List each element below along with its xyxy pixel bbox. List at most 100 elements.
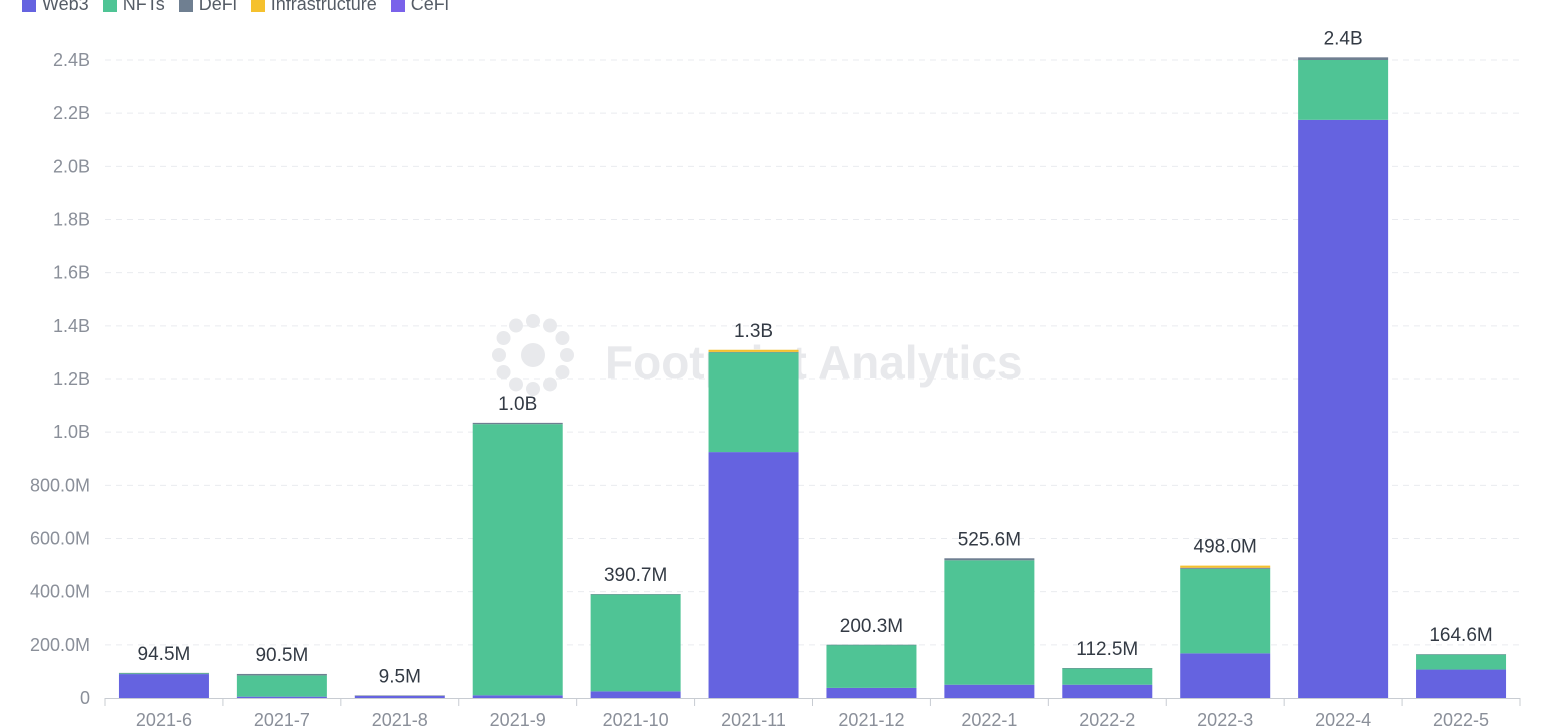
bar-total-label: 1.3B <box>734 321 773 342</box>
bar-segment-defi <box>472 422 563 425</box>
y-tick-label: 1.0B <box>53 422 90 442</box>
bar-segment-nfts <box>236 675 327 697</box>
legend-label: CeFi <box>410 0 449 14</box>
bar-segment-web3 <box>1298 119 1389 698</box>
bar-segment-defi <box>1298 57 1389 60</box>
x-tick-label: 2021-11 <box>721 710 786 726</box>
watermark-petal <box>560 348 574 362</box>
watermark-petal <box>492 348 506 362</box>
bar-segment-nfts <box>118 673 209 675</box>
legend-swatch <box>390 0 405 12</box>
y-tick-label: 0 <box>80 688 90 708</box>
x-tick-label: 2021-7 <box>254 710 310 726</box>
bar-total-label: 1.0B <box>498 394 537 415</box>
bar-segment-defi <box>590 594 681 595</box>
y-tick-label: 1.6B <box>53 263 90 283</box>
bar-segment-web3 <box>826 687 917 698</box>
y-tick-label: 200.0M <box>30 635 90 655</box>
bar-segment-infrastructure <box>1180 565 1271 568</box>
x-tick-label: 2022-3 <box>1197 710 1253 726</box>
bar-total-label: 200.3M <box>840 616 903 637</box>
y-tick-label: 1.2B <box>53 369 90 389</box>
bar-total-label: 2.4B <box>1324 28 1363 49</box>
watermark-petal <box>555 331 570 345</box>
bar-total-label: 90.5M <box>255 645 308 666</box>
watermark-petal <box>509 377 523 392</box>
bar-segment-web3 <box>472 695 563 698</box>
bar-segment-defi <box>1062 668 1153 669</box>
x-tick-label: 2021-8 <box>372 710 428 726</box>
x-tick-label: 2022-2 <box>1079 710 1135 726</box>
bar-segment-defi <box>708 351 799 353</box>
y-tick-label: 2.2B <box>53 103 90 123</box>
bar-total-label: 164.6M <box>1429 625 1492 646</box>
legend-label: Web3 <box>42 0 89 14</box>
legend-item-cefi[interactable]: CeFi <box>390 0 449 15</box>
x-tick-label: 2022-4 <box>1315 710 1371 726</box>
watermark-petal <box>543 318 557 333</box>
x-tick-label: 2021-9 <box>490 710 546 726</box>
legend-swatch <box>102 0 117 12</box>
bar-segment-web3 <box>1062 684 1153 698</box>
watermark-petal <box>526 314 540 328</box>
bar-segment-defi <box>826 644 917 646</box>
y-tick-label: 2.4B <box>53 50 90 70</box>
bar-segment-web3 <box>590 691 681 698</box>
x-tick-label: 2021-10 <box>603 710 669 726</box>
y-tick-label: 1.8B <box>53 210 90 230</box>
legend-item-web3[interactable]: Web3 <box>22 0 89 15</box>
bar-segment-nfts <box>708 352 799 453</box>
bar-segment-web3 <box>236 696 327 698</box>
legend-label: Infrastructure <box>270 0 377 14</box>
bar-segment-defi <box>944 558 1035 561</box>
legend-label: DeFi <box>198 0 237 14</box>
bar-segment-web3 <box>1416 669 1507 698</box>
bar-segment-nfts <box>944 560 1035 685</box>
bar-segment-nfts <box>1062 668 1153 685</box>
x-tick-label: 2022-1 <box>961 710 1017 726</box>
watermark-text: Footprint Analytics <box>605 336 1022 388</box>
bar-segment-defi <box>118 672 209 674</box>
bar-segment-web3 <box>354 695 445 698</box>
y-tick-label: 400.0M <box>30 582 90 602</box>
bar-segment-nfts <box>1298 60 1389 120</box>
y-tick-label: 2.0B <box>53 156 90 176</box>
bar-segment-nfts <box>472 424 563 696</box>
bar-segment-defi <box>1416 654 1507 655</box>
y-tick-label: 800.0M <box>30 475 90 495</box>
chart-legend: Web3 NFTs DeFi Infrastructure CeFi <box>22 0 449 15</box>
bar-segment-defi <box>236 673 327 676</box>
bar-segment-web3 <box>708 452 799 698</box>
y-tick-label: 600.0M <box>30 529 90 549</box>
bar-total-label: 525.6M <box>958 529 1021 550</box>
x-tick-label: 2021-12 <box>838 710 904 726</box>
legend-item-infrastructure[interactable]: Infrastructure <box>250 0 377 15</box>
y-tick-label: 1.4B <box>53 316 90 336</box>
legend-item-nfts[interactable]: NFTs <box>102 0 165 15</box>
x-tick-label: 2022-5 <box>1433 710 1489 726</box>
bar-segment-infrastructure <box>708 349 799 352</box>
bar-segment-nfts <box>826 644 917 688</box>
bar-total-label: 9.5M <box>379 666 421 687</box>
legend-swatch <box>250 0 265 12</box>
bar-segment-defi <box>1180 567 1271 569</box>
bar-total-label: 112.5M <box>1076 639 1138 660</box>
watermark-petal <box>543 377 557 392</box>
bar-segment-web3 <box>944 684 1035 698</box>
bar-segment-web3 <box>1180 653 1271 698</box>
x-tick-label: 2021-6 <box>136 710 192 726</box>
bar-segment-web3 <box>118 674 209 698</box>
bar-segment-defi <box>354 695 445 696</box>
watermark-petal <box>509 318 523 333</box>
watermark-logo-icon <box>521 343 545 367</box>
legend-swatch <box>22 0 36 12</box>
bar-segment-nfts <box>590 594 681 692</box>
bar-total-label: 390.7M <box>604 565 667 586</box>
watermark: Footprint Analytics <box>492 314 1022 396</box>
watermark-petal <box>496 331 511 345</box>
legend-label: NFTs <box>122 0 165 14</box>
bar-segment-nfts <box>1416 654 1507 670</box>
legend-item-defi[interactable]: DeFi <box>178 0 237 15</box>
watermark-petal <box>526 382 540 396</box>
